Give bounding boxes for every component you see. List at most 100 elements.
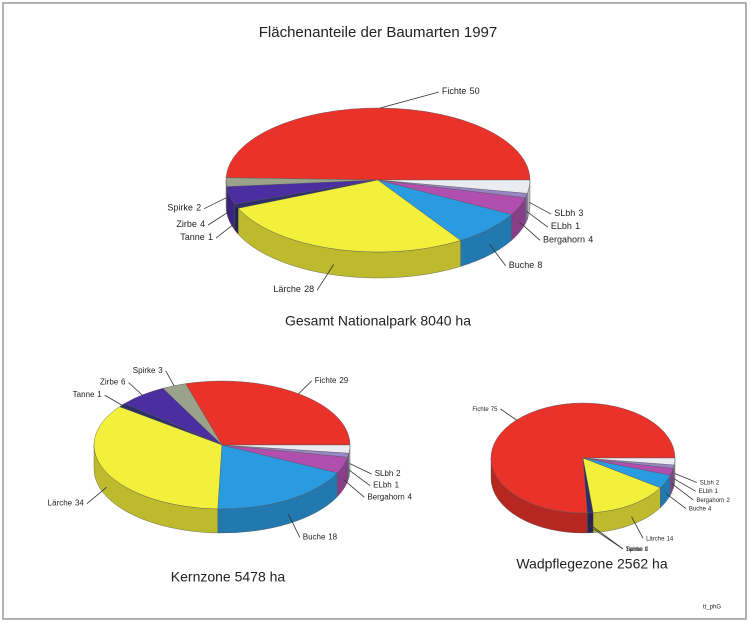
- slice-category: Spirke: [133, 366, 156, 375]
- chart-title: Wadpflegezone 2562 ha: [516, 556, 667, 572]
- slice-label: Buche 8: [509, 260, 543, 270]
- slice-label: Bergahorn 2: [696, 497, 730, 503]
- pie-slice: [237, 179, 462, 253]
- slice-value: 4: [408, 492, 413, 501]
- slice-label: Bergahorn 4: [543, 235, 593, 245]
- slice-value: 1: [715, 489, 719, 495]
- slice-value: 29: [339, 376, 348, 385]
- slice-value: 1: [395, 481, 400, 490]
- pie-slice-side: [587, 512, 594, 534]
- slice-value: 0: [645, 546, 649, 552]
- slice-category: ELbh: [551, 222, 572, 232]
- pie-slice: [217, 444, 338, 510]
- pie-slice: [225, 107, 531, 181]
- leader-line: [128, 382, 143, 396]
- slice-category: Tanne: [626, 546, 643, 552]
- pie-slice: [185, 380, 351, 446]
- slice-category: Buche: [509, 260, 535, 270]
- slice-value: 50: [470, 86, 480, 96]
- slice-label: Spirke 2: [167, 203, 201, 213]
- slice-value: 75: [491, 407, 498, 413]
- slice-label: ELbh 1: [699, 489, 719, 495]
- slice-category: Lärche: [273, 285, 301, 295]
- slice-label: Tanne 1: [626, 546, 648, 552]
- chart-title: Gesamt Nationalpark 8040 ha: [285, 313, 471, 329]
- slice-value: 2: [716, 480, 720, 486]
- slice-value: 4: [200, 219, 205, 229]
- slice-value: 2: [196, 203, 201, 213]
- leader-line: [671, 483, 694, 501]
- slice-label: Bergahorn 4: [367, 492, 412, 501]
- leader-line: [380, 91, 440, 109]
- slice-category: SLbh: [554, 209, 575, 219]
- slice-category: Bergahorn: [543, 235, 585, 245]
- slice-label: Spirke 0: [626, 546, 649, 552]
- pie-slice: [582, 457, 676, 466]
- leader-line: [631, 516, 644, 539]
- slice-label: Fichte 75: [472, 407, 498, 413]
- slice-label: Fichte 50: [442, 86, 480, 96]
- leader-line: [526, 210, 549, 228]
- chart-title: Kernzone 5478 ha: [171, 569, 286, 585]
- page-title: Flächenanteile der Baumarten 1997: [259, 24, 498, 41]
- slice-category: SLbh: [700, 480, 714, 486]
- slice-value: 2: [396, 469, 401, 478]
- slice-label: Zirbe 6: [100, 378, 126, 387]
- leader-line: [348, 469, 371, 487]
- slice-value: 3: [158, 366, 163, 375]
- slice-label: Lärche 28: [273, 285, 314, 295]
- slice-label: Spirke 3: [133, 366, 163, 375]
- slice-category: Zirbe: [100, 378, 119, 387]
- slice-value: 34: [75, 499, 84, 508]
- slice-category: Tanne: [180, 232, 205, 242]
- slice-value: 1: [644, 546, 648, 552]
- slice-label: ELbh 1: [373, 481, 399, 490]
- leader-line: [529, 201, 552, 215]
- slice-category: Fichte: [472, 407, 489, 413]
- pie-slice-side: [525, 193, 528, 224]
- slice-label: Zirbe 4: [176, 219, 205, 229]
- slice-value: 3: [578, 209, 583, 219]
- slice-category: Tanne: [73, 390, 95, 399]
- leader-line: [343, 479, 365, 498]
- leader-line: [665, 493, 687, 509]
- leader-line: [165, 370, 175, 386]
- slice-category: Buche: [303, 533, 326, 542]
- leader-line: [288, 513, 301, 538]
- leader-line: [519, 221, 541, 241]
- leader-line: [203, 197, 227, 210]
- slice-category: ELbh: [699, 489, 713, 495]
- leader-line: [86, 486, 107, 505]
- leader-line: [104, 394, 123, 406]
- slice-value: 28: [304, 285, 314, 295]
- leader-line: [316, 264, 335, 291]
- slice-category: SLbh: [375, 469, 394, 478]
- pie-slice: [221, 444, 351, 454]
- slice-category: Fichte: [315, 376, 337, 385]
- leader-line: [500, 408, 517, 421]
- slice-value: 6: [121, 378, 126, 387]
- footer-note: tt_phG: [703, 605, 721, 611]
- slice-value: 4: [588, 235, 593, 245]
- slice-category: ELbh: [373, 481, 392, 490]
- leader-line: [489, 244, 507, 267]
- pie-slice: [377, 179, 531, 194]
- slice-value: 1: [575, 222, 580, 232]
- slice-label: Lärche 14: [646, 536, 674, 542]
- pie-slice-side: [234, 203, 239, 235]
- slice-label: Buche 18: [303, 533, 338, 542]
- leader-line: [207, 210, 230, 226]
- slice-value: 1: [208, 232, 213, 242]
- slice-category: Zirbe: [176, 219, 197, 229]
- slice-value: 14: [667, 536, 674, 542]
- leader-line: [590, 524, 624, 550]
- leader-line: [674, 473, 697, 483]
- pie-slice: [582, 457, 661, 513]
- slice-value: 18: [328, 533, 337, 542]
- slice-value: 8: [537, 260, 542, 270]
- leader-line: [298, 380, 312, 394]
- leader-line: [673, 478, 696, 492]
- leader-line: [349, 463, 372, 475]
